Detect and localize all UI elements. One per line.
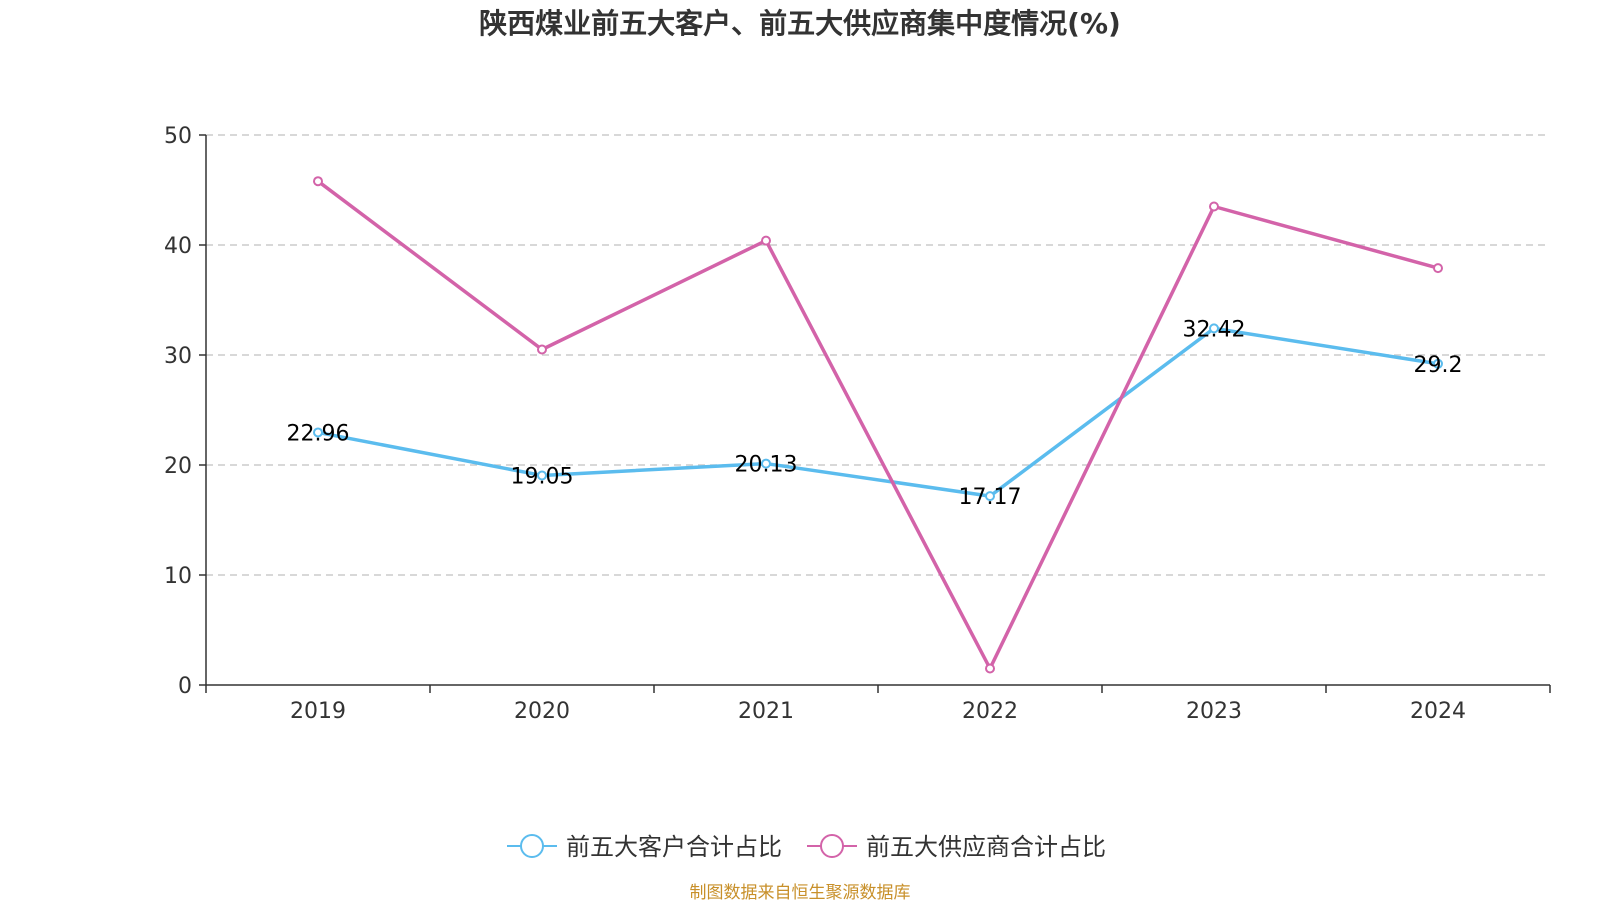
- data-point: [1433, 358, 1443, 369]
- data-point: [1209, 323, 1219, 334]
- x-tick-label: 2022: [962, 699, 1018, 724]
- y-tick-label: 0: [178, 674, 192, 699]
- y-tick-label: 40: [164, 234, 192, 259]
- legend-marker: [820, 834, 844, 858]
- data-label: 32.42: [1183, 317, 1246, 342]
- data-point: [761, 458, 771, 469]
- data-point: [313, 176, 323, 187]
- axes: 0 10 20 30 40 50 2019 2020 2021 2022 2023 2024: [164, 124, 1551, 724]
- data-point: [761, 235, 771, 246]
- series-lines: [313, 176, 1443, 674]
- legend-marker: [520, 834, 544, 858]
- data-labels: 22.96 19.05 20.13 17.17 32.42 29.2: [287, 317, 1463, 510]
- chart-title: 陕西煤业前五大客户、前五大供应商集中度情况(%): [479, 7, 1121, 40]
- data-point: [985, 491, 995, 502]
- data-point: [537, 344, 547, 355]
- data-label: 20.13: [735, 453, 798, 478]
- data-point: [313, 427, 323, 438]
- legend-item-2[interactable]: 前五大供应商合计占比: [807, 833, 1106, 861]
- y-tick-label: 30: [164, 344, 192, 369]
- legend[interactable]: 前五大客户合计占比 前五大供应商合计占比: [507, 833, 1106, 861]
- y-tick-label: 20: [164, 454, 192, 479]
- source-note: 制图数据来自恒生聚源数据库: [689, 883, 911, 903]
- data-point: [537, 470, 547, 481]
- series-line-1: [317, 326, 1439, 498]
- series-line-2: [316, 179, 1439, 671]
- legend-item-1[interactable]: 前五大客户合计占比: [507, 833, 782, 861]
- data-label: 17.17: [959, 485, 1022, 510]
- data-label: 29.2: [1414, 353, 1463, 378]
- y-tick-label: 10: [164, 564, 192, 589]
- x-tick-label: 2019: [290, 699, 346, 724]
- data-point: [985, 663, 995, 674]
- data-label: 19.05: [511, 464, 574, 489]
- grid-lines: [206, 134, 1550, 576]
- legend-label: 前五大供应商合计占比: [866, 833, 1106, 861]
- legend-label: 前五大客户合计占比: [566, 833, 782, 861]
- data-label: 22.96: [287, 421, 350, 446]
- y-tick-label: 50: [164, 124, 192, 149]
- x-tick-label: 2024: [1410, 699, 1466, 724]
- x-tick-label: 2023: [1186, 699, 1242, 724]
- data-point: [1433, 263, 1443, 274]
- x-tick-label: 2021: [738, 699, 794, 724]
- x-tick-label: 2020: [514, 699, 570, 724]
- data-point: [1209, 201, 1219, 212]
